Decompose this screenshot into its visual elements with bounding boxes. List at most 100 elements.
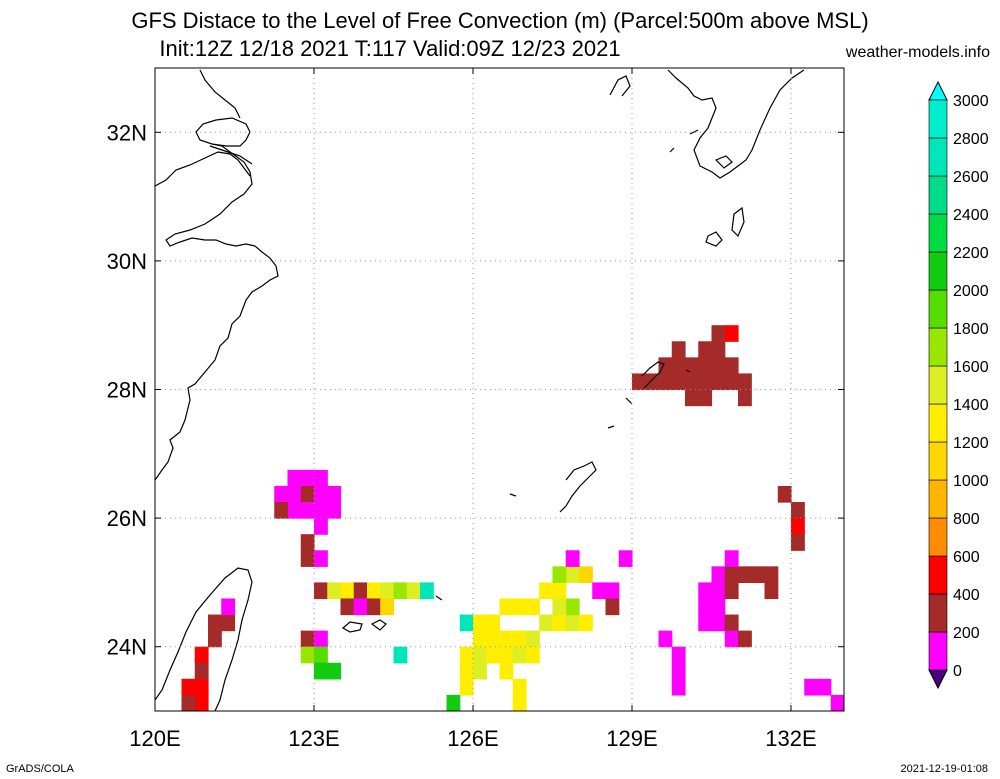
heatmap-cell — [300, 502, 315, 519]
colorbar-segment — [928, 479, 948, 519]
heatmap-cell — [420, 582, 434, 600]
colorbar-segment — [928, 289, 948, 329]
heatmap-cell — [539, 614, 554, 632]
heatmap-cell — [459, 614, 474, 632]
heatmap-cell — [327, 582, 342, 600]
heatmap-cell — [605, 598, 620, 616]
heatmap-cell — [512, 678, 527, 696]
heatmap-cell — [499, 646, 514, 664]
heatmap-cell — [314, 518, 328, 535]
heatmap-cell — [552, 566, 567, 583]
colorbar-label: 1200 — [953, 435, 989, 452]
heatmap-cell — [353, 598, 368, 616]
heatmap-cell — [327, 485, 342, 503]
heatmap-cell — [314, 646, 328, 664]
heatmap-cell — [526, 646, 540, 664]
heatmap-cell — [791, 518, 805, 535]
colorbar-segment — [928, 403, 948, 443]
coastline-yangtze — [155, 145, 253, 187]
heatmap-cell — [685, 389, 699, 407]
heatmap-cell — [367, 582, 381, 600]
colorbar-label: 0 — [953, 663, 962, 680]
heatmap-cell — [605, 582, 620, 600]
colorbar-label: 1400 — [953, 397, 989, 414]
heatmap-cell — [314, 502, 328, 519]
heatmap-cell — [194, 646, 209, 664]
heatmap-cells — [181, 325, 844, 711]
chart-subtitle: Init:12Z 12/18 2021 T:117 Valid:09Z 12/2… — [159, 36, 621, 61]
colorbar-label: 2200 — [953, 245, 989, 262]
heatmap-cell — [724, 614, 739, 632]
heatmap-cell — [592, 582, 607, 600]
heatmap-cell — [393, 646, 408, 664]
heatmap-cell — [724, 325, 739, 342]
heatmap-cell — [671, 678, 686, 696]
heatmap-cell — [300, 630, 315, 648]
colorbar-min-arrow — [928, 669, 948, 690]
heatmap-cell — [287, 485, 302, 503]
colorbar-segment — [928, 175, 948, 215]
heatmap-cell — [327, 502, 342, 519]
heatmap-cell — [300, 485, 315, 503]
colorbar-segment — [928, 593, 948, 633]
colorbar-segment — [928, 99, 948, 139]
heatmap-cell — [738, 373, 752, 391]
heatmap-cell — [698, 341, 713, 358]
colorbar-segment — [928, 137, 948, 177]
heatmap-cell — [287, 502, 302, 519]
chart-title: GFS Distace to the Level of Free Convect… — [131, 8, 869, 33]
heatmap-cell — [486, 646, 501, 664]
colorbar-label: 800 — [953, 511, 980, 528]
heatmap-cell — [539, 582, 554, 600]
heatmap-cell — [618, 550, 633, 567]
heatmap-cell — [711, 325, 726, 342]
heatmap-cell — [406, 582, 421, 600]
heatmap-cell — [499, 630, 514, 648]
colorbar-label: 1800 — [953, 321, 989, 338]
heatmap-cell — [340, 582, 355, 600]
heatmap-cell — [817, 678, 832, 696]
heatmap-cell — [300, 469, 315, 487]
heatmap-cell — [579, 566, 593, 583]
colorbar-segment — [928, 555, 948, 595]
heatmap-cell — [698, 582, 713, 600]
heatmap-cell — [314, 469, 328, 487]
heatmap-cell — [473, 614, 487, 632]
y-tick-label: 32N — [107, 120, 147, 145]
timestamp-label: 2021-12-19-01:08 — [900, 763, 988, 775]
heatmap-cell — [565, 598, 580, 616]
heatmap-cell — [552, 598, 567, 616]
site-label: weather-models.info — [845, 44, 990, 61]
heatmap-cell — [711, 614, 726, 632]
heatmap-cell — [565, 614, 580, 632]
heatmap-cell — [711, 357, 726, 375]
heatmap-cell — [671, 646, 686, 664]
coastline-japan — [609, 69, 805, 247]
colorbar-segment — [928, 213, 948, 253]
colorbar-label: 200 — [953, 625, 980, 642]
heatmap-cell — [512, 646, 527, 664]
heatmap-cell — [287, 469, 302, 487]
colorbar-label: 1000 — [953, 473, 989, 490]
heatmap-cell — [645, 373, 660, 391]
y-tick-label: 24N — [107, 635, 147, 660]
colorbar-max-arrow — [928, 80, 948, 101]
heatmap-cell — [314, 630, 328, 648]
heatmap-cell — [353, 582, 368, 600]
colorbar-label: 2800 — [953, 131, 989, 148]
colorbar: 0 200 400 600 800 1000 1200 1400 1600 1800 2000 220… — [928, 80, 989, 690]
heatmap-cell — [314, 582, 328, 600]
heatmap-cell — [327, 662, 342, 680]
heatmap-cell — [738, 389, 752, 407]
heatmap-cell — [764, 582, 779, 600]
heatmap-cell — [658, 357, 673, 375]
heatmap-cell — [459, 662, 474, 680]
heatmap-cell — [671, 662, 686, 680]
coastline-ryukyu — [341, 361, 691, 633]
heatmap-cell — [698, 357, 713, 375]
heatmap-cell — [565, 550, 580, 567]
heatmap-cell — [526, 630, 540, 648]
grid-lines — [155, 68, 844, 711]
coastline-north — [199, 69, 241, 119]
heatmap-cell — [208, 630, 222, 648]
